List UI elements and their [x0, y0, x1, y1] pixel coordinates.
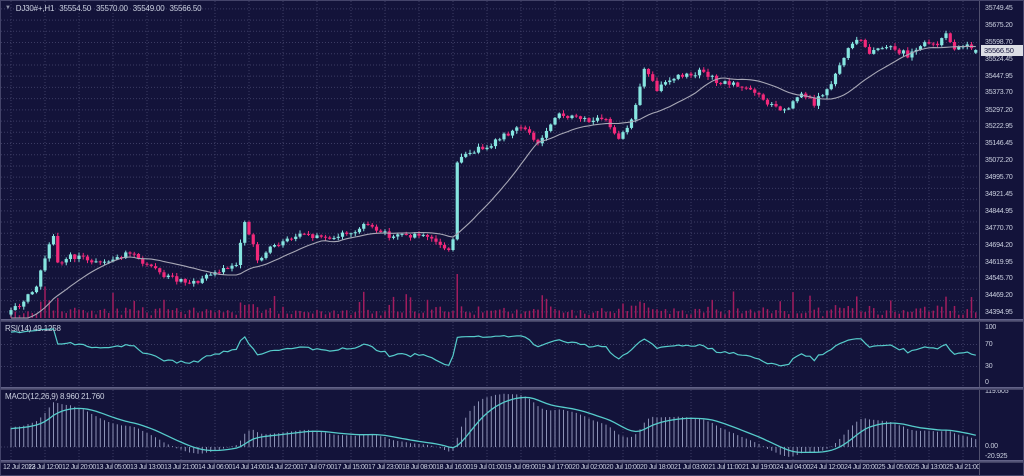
current-price-tag: 35566.50 — [981, 44, 1023, 56]
time-axis-label: 13 Jul 05:00 — [96, 464, 130, 471]
time-axis-label: 20 Jul 18:00 — [640, 464, 674, 471]
price-axis-label: 34844.95 — [985, 208, 1013, 215]
time-axis-label: 21 Jul 03:00 — [674, 464, 708, 471]
price-axis-label: 34394.95 — [985, 309, 1013, 316]
time-axis-label: 12 Jul 2023 — [3, 464, 36, 471]
ohlc-close-value: 35566.50 — [169, 4, 202, 13]
time-axis-label: 25 Jul 21:00 — [946, 464, 980, 471]
price-axis-label: 35222.95 — [985, 123, 1013, 131]
time-axis-label: 17 Jul 15:00 — [334, 464, 368, 471]
price-axis-label: 34694.20 — [985, 241, 1013, 249]
ohlc-open-value: 35554.50 — [59, 4, 91, 13]
time-axis-label: 12 Jul 20:00 — [62, 464, 96, 471]
candles-group — [9, 30, 978, 317]
price-axis-label: 34469.20 — [985, 292, 1013, 300]
price-axis-label: 35072.20 — [985, 157, 1013, 164]
time-axis-label: 14 Jul 06:00 — [198, 464, 232, 471]
time-axis-label: 17 Jul 07:00 — [300, 464, 334, 471]
price-axis-label: 35749.45 — [985, 5, 1013, 12]
rsi-grid — [10, 322, 964, 387]
macd-scale-label: -20.925 — [985, 452, 1008, 460]
main-price-chart[interactable] — [1, 1, 979, 319]
macd-indicator-panel[interactable] — [1, 390, 979, 460]
rsi-scale-label: 30 — [985, 362, 993, 370]
price-axis-label: 35524.45 — [985, 55, 1013, 63]
time-axis-label: 21 Jul 19:00 — [742, 464, 776, 471]
ohlc-high-value: 35570.00 — [95, 4, 128, 13]
rsi-scale-label: 0 — [985, 379, 989, 386]
price-axis-label: 34770.70 — [985, 224, 1013, 232]
price-axis-label: 35373.70 — [985, 89, 1013, 97]
price-axis-label: 35146.45 — [985, 140, 1013, 148]
time-axis-label: 19 Jul 09:00 — [504, 464, 538, 471]
price-axis-label: 34921.45 — [985, 190, 1013, 198]
rsi-line — [10, 328, 976, 367]
time-axis-label: 12 Jul 12:00 — [28, 464, 62, 471]
price-axis[interactable]: 35566.50 35749.45 35675.20 35598.70 35524.4… — [979, 1, 1023, 475]
panel-separator[interactable] — [1, 387, 1023, 390]
panel-separator[interactable] — [1, 319, 1023, 322]
macd-scale-label: 0.00 — [985, 443, 998, 450]
panel-separator[interactable] — [1, 460, 1023, 463]
time-axis-label: 20 Jul 10:00 — [606, 464, 640, 471]
time-axis-label: 18 Jul 08:00 — [402, 464, 436, 471]
time-axis-label: 19 Jul 01:00 — [470, 464, 504, 471]
macd-label: MACD(12,26,9) 8.960 21.760 — [5, 392, 105, 401]
time-axis-label: 21 Jul 11:00 — [708, 464, 742, 471]
price-axis-label: 35598.70 — [985, 38, 1013, 46]
time-axis-label: 14 Jul 22:00 — [266, 464, 300, 471]
time-axis[interactable]: 12 Jul 2023 12 Jul 12:00 12 Jul 20:00 13 Ju… — [1, 462, 1023, 475]
chart-title: ▼ DJ30#+,H1 35554.50 35570.00 35549.00 3… — [5, 4, 202, 13]
price-axis-label: 34619.95 — [985, 258, 1013, 266]
rsi-label: RSI(14) 49.1258 — [5, 324, 61, 333]
time-axis-label: 18 Jul 16:00 — [436, 464, 470, 471]
rsi-scale-label: 100 — [985, 324, 997, 331]
macd-signal-line — [10, 396, 976, 454]
time-axis-label: 20 Jul 02:00 — [572, 464, 606, 471]
ma-line — [11, 45, 976, 319]
price-axis-label: 35297.20 — [985, 106, 1013, 114]
time-axis-label: 13 Jul 21:00 — [164, 464, 198, 471]
price-axis-label: 35675.20 — [985, 21, 1013, 29]
symbol-timeframe-label: DJ30#+,H1 — [15, 4, 55, 13]
time-axis-label: 24 Jul 12:00 — [810, 464, 844, 471]
time-axis-label: 19 Jul 17:00 — [538, 464, 572, 471]
time-axis-label: 25 Jul 05:00 — [878, 464, 912, 471]
price-axis-label: 34545.70 — [985, 275, 1013, 283]
price-axis-label: 35447.95 — [985, 72, 1013, 80]
rsi-scale-label: 70 — [985, 340, 993, 348]
time-axis-label: 13 Jul 13:00 — [130, 464, 164, 471]
time-axis-label: 24 Jul 20:00 — [844, 464, 878, 471]
volume-bars-group — [10, 274, 977, 318]
time-axis-label: 14 Jul 14:00 — [232, 464, 266, 471]
main-grid — [1, 1, 979, 319]
time-axis-label: 17 Jul 23:00 — [368, 464, 402, 471]
macd-scale-label: 119.605 — [985, 388, 1009, 395]
time-axis-label: 24 Jul 04:00 — [776, 464, 810, 471]
chart-menu-arrow-icon[interactable]: ▼ — [5, 5, 11, 11]
rsi-indicator-panel[interactable] — [1, 322, 979, 387]
ohlc-low-value: 35549.00 — [132, 4, 165, 13]
time-axis-label: 25 Jul 13:00 — [912, 464, 946, 471]
price-axis-label: 34995.70 — [985, 174, 1013, 182]
